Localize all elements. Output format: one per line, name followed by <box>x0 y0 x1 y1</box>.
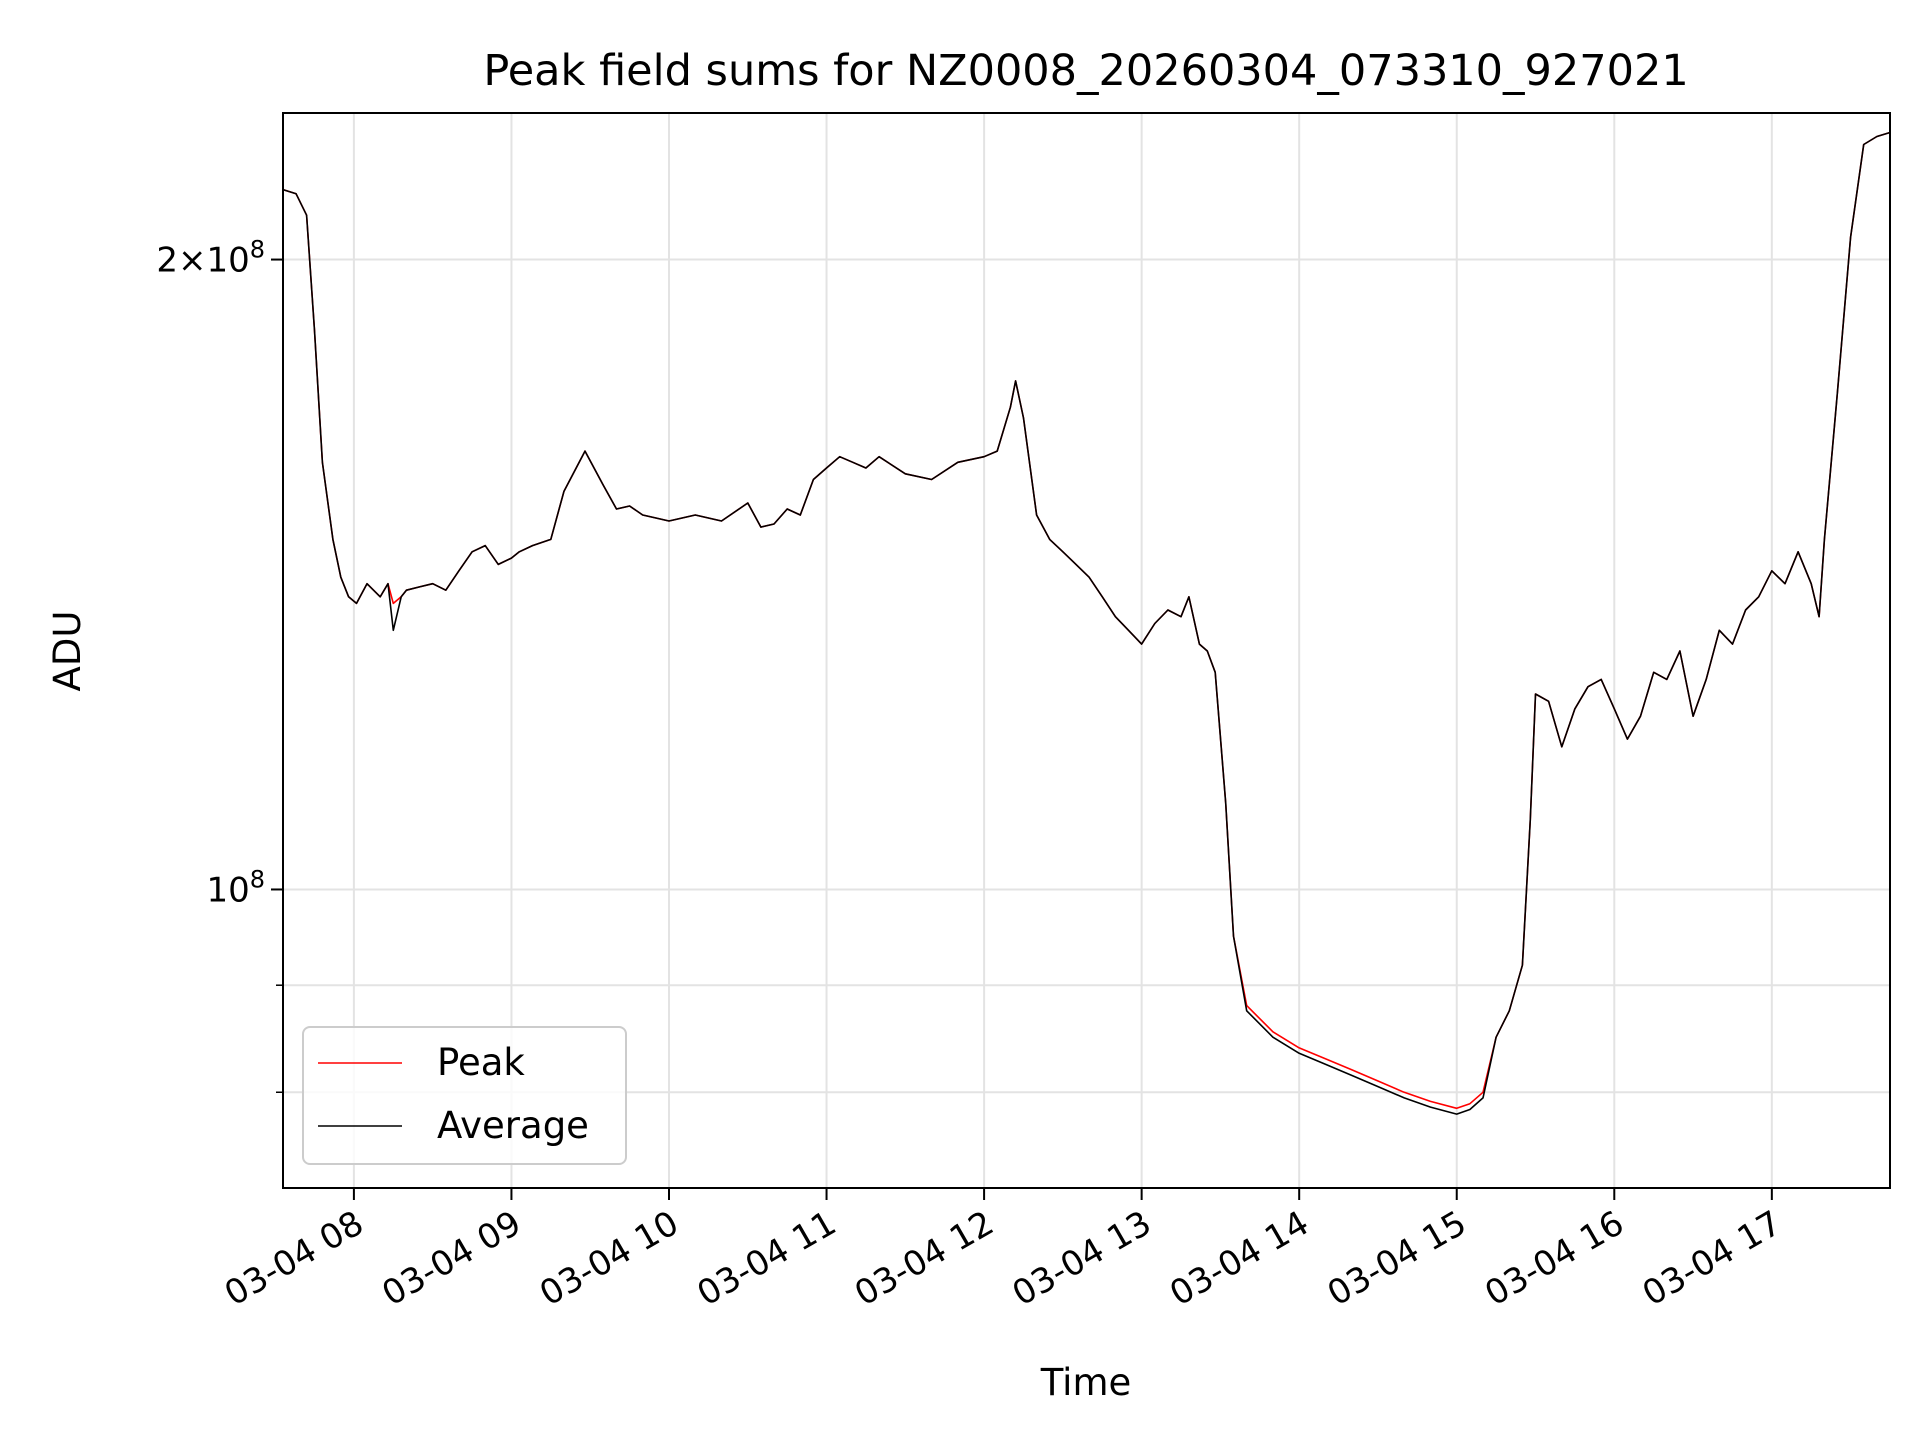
series-line-peak <box>282 131 1891 1110</box>
x-tick-label: 03-04 16 <box>1478 1203 1630 1314</box>
x-tick-label: 03-04 14 <box>1163 1203 1315 1314</box>
x-tick-label: 03-04 10 <box>533 1203 685 1314</box>
legend-label-average: Average <box>437 1104 589 1147</box>
x-tick-label: 03-04 17 <box>1636 1203 1788 1314</box>
y-tick-label: 108 <box>206 865 265 910</box>
x-tick-label: 03-04 15 <box>1321 1203 1473 1314</box>
legend: Peak Average <box>302 1026 627 1165</box>
plot-area <box>282 131 1891 1115</box>
legend-box <box>302 1026 627 1165</box>
x-tick-label: 03-04 13 <box>1006 1203 1158 1314</box>
x-axis-label: Time <box>1040 1361 1132 1404</box>
chart-title: Peak field sums for NZ0008_20260304_0733… <box>483 46 1688 96</box>
x-tick-label: 03-04 11 <box>691 1203 843 1314</box>
legend-label-peak: Peak <box>437 1041 525 1084</box>
y-axis: 2×108 108 <box>156 236 283 1094</box>
y-axis-label: ADU <box>46 611 89 692</box>
y-tick-label: 2×108 <box>156 236 265 281</box>
grid <box>283 113 1890 1188</box>
series-line-average <box>282 131 1891 1115</box>
x-tick-label: 03-04 12 <box>848 1203 1000 1314</box>
x-tick-label: 03-04 09 <box>376 1203 528 1314</box>
plot-frame <box>282 112 1891 1189</box>
x-axis: 03-04 08 03-04 09 03-04 10 03-04 11 03-04 12… <box>218 1188 1788 1314</box>
x-tick-label: 03-04 08 <box>218 1203 370 1314</box>
